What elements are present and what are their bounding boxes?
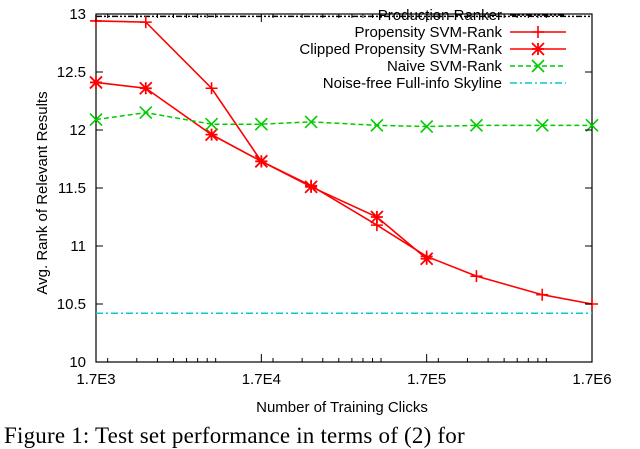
data-point [420,119,434,134]
series-1 [90,14,598,310]
data-point [254,117,268,131]
data-point [205,82,218,95]
x-tick-label: 1.7E3 [76,371,115,388]
legend-label: Production Ranker [378,7,502,24]
y-tick-label: 10 [69,354,86,371]
legend-marker [531,59,545,73]
y-tick-label: 12 [69,122,86,139]
axis-ticks: 10 10.5 11 11.5 12 12.5 13 1.7E3 1.7E4 1.7E5 1.7E6 [57,6,612,388]
legend-label: Naive SVM-Rank [387,58,503,75]
data-point [304,115,318,129]
series-line [95,111,592,128]
data-point [370,118,384,132]
data-point [254,154,268,168]
data-point [139,106,153,120]
y-tick-label: 13 [69,6,86,23]
data-point [304,180,318,194]
data-point [535,118,549,132]
legend-marker [531,42,545,56]
y-tick-label: 12.5 [57,64,86,81]
data-point [536,288,549,301]
data-point [139,16,152,29]
x-tick-label: 1.7E6 [572,371,611,388]
legend-marker [532,26,544,38]
data-point [89,75,103,90]
plot-area [95,13,593,363]
data-point [89,112,103,127]
x-tick-label: 1.7E4 [242,371,281,388]
y-tick-label: 11 [70,238,86,255]
plot-frame [95,13,593,363]
data-point [139,81,153,95]
series-3 [89,106,599,134]
data-point [585,118,599,132]
x-tick-label: 1.7E5 [407,371,446,388]
legend-label: Clipped Propensity SVM-Rank [299,41,502,58]
figure-caption: Figure 1: Test set performance in terms … [4,423,465,448]
series-line [95,20,593,305]
data-point [370,210,384,224]
data-point [204,117,219,131]
series-line [95,81,428,260]
data-point [469,118,484,132]
series-2 [89,75,434,266]
data-point [420,252,434,266]
x-axis-label: Number of Training Clicks [256,399,428,416]
legend-label: Noise-free Full-info Skyline [323,75,502,92]
data-point [470,270,483,283]
y-tick-label: 11.5 [58,180,86,197]
data-point [204,128,219,142]
y-tick-label: 10.5 [57,296,86,313]
legend-label: Propensity SVM-Rank [354,24,502,41]
y-axis-label: Avg. Rank of Relevant Results [34,91,51,294]
series-layer [89,14,599,315]
